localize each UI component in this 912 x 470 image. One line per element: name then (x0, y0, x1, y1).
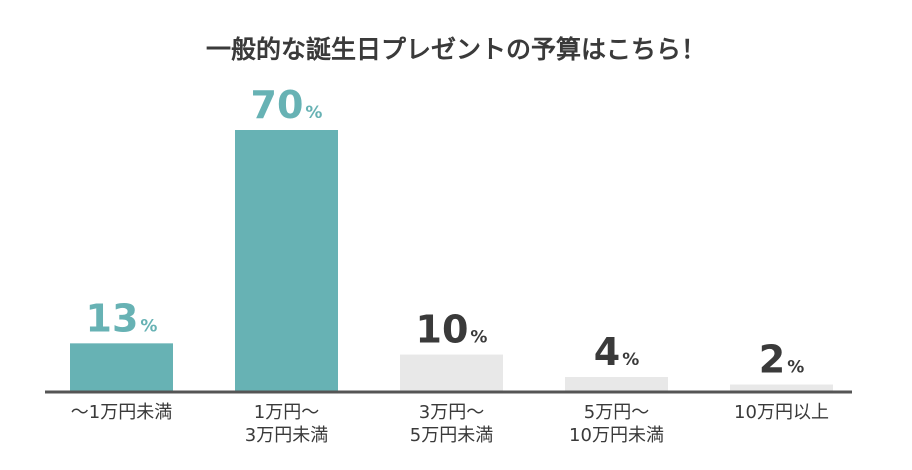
bar-2 (235, 130, 338, 392)
bars-group (70, 130, 833, 392)
value-label-5: 2% (759, 338, 805, 382)
value-labels-group: 13 %70 %10% 4% 2% (86, 83, 805, 382)
value-unit: % (305, 103, 322, 123)
category-label-3-line-2: 5万円未満 (410, 425, 493, 446)
category-label-4-line-2: 10万円未満 (569, 425, 664, 446)
value-unit: % (787, 358, 804, 378)
category-label-1-line-1: 〜1万円未満 (71, 402, 172, 423)
bar-5 (730, 384, 833, 392)
value-number: 4 (594, 330, 620, 374)
value-label-1: 13% (86, 296, 158, 340)
bar-3 (400, 354, 503, 392)
category-label-4-line-1: 5万円〜 (584, 402, 649, 423)
value-number: 13 (86, 296, 139, 340)
category-label-3-line-1: 3万円〜 (419, 402, 484, 423)
value-unit: % (470, 328, 487, 348)
category-label-2-line-1: 1万円〜 (254, 402, 319, 423)
category-labels-group: 〜1万円未満 1万円〜3万円未満 3万円〜5万円未満 5万円〜10万円未満 10万円以上 (71, 402, 829, 446)
value-label-4: 4% (594, 330, 640, 374)
category-label-5-line-1: 10万円以上 (734, 402, 829, 423)
bar-4 (565, 377, 668, 392)
value-unit: % (622, 350, 639, 370)
value-label-2: 70% (251, 83, 323, 127)
value-number: 2 (759, 338, 785, 382)
chart-title: 一般的な誕生日プレゼントの予算はこちら！ (206, 35, 706, 64)
value-number: 70 (251, 83, 304, 127)
category-label-2-line-2: 3万円未満 (245, 425, 328, 446)
value-unit: % (140, 316, 157, 336)
value-number: 10 (416, 308, 469, 352)
value-label-3: 10% (416, 308, 488, 352)
bar-1 (70, 343, 173, 392)
